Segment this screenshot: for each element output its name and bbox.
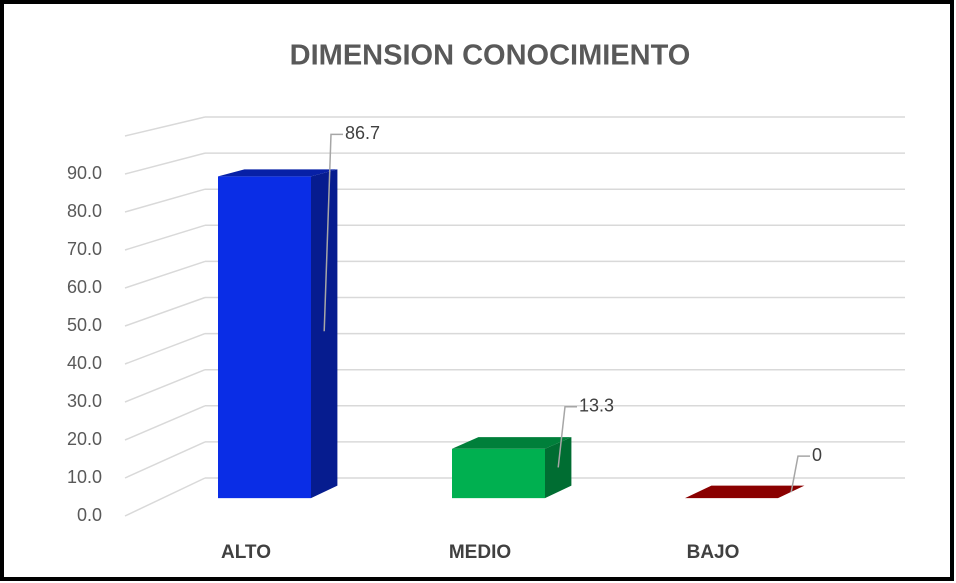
grid-line (124, 152, 206, 175)
bar (452, 437, 572, 499)
y-tick-label: 50.0 (67, 315, 102, 335)
bar-top (218, 169, 338, 177)
bar-front (452, 448, 545, 499)
leader-line (557, 406, 577, 468)
y-tick-label: 20.0 (67, 429, 102, 449)
leader-line (790, 455, 810, 493)
chart-title: DIMENSION CONOCIMIENTO (290, 40, 691, 72)
x-tick-label: BAJO (687, 542, 740, 563)
x-tick-label: MEDIO (449, 542, 511, 563)
grid-line (124, 224, 206, 251)
bar-side (311, 169, 338, 499)
y-tick-label: 90.0 (67, 163, 102, 183)
grid-line (124, 332, 206, 365)
bar-top (452, 437, 572, 449)
y-tick-label: 60.0 (67, 277, 102, 297)
y-tick-label: 40.0 (67, 353, 102, 373)
bar (685, 485, 805, 499)
y-tick-label: 30.0 (67, 391, 102, 411)
bar-front (218, 176, 311, 499)
y-tick-label: 80.0 (67, 201, 102, 221)
y-tick-label: 70.0 (67, 239, 102, 259)
grid-line (124, 405, 206, 441)
data-label: 0 (812, 445, 822, 465)
grid-line (124, 260, 206, 289)
leader-line (323, 133, 343, 332)
x-tick-label: ALTO (221, 542, 271, 563)
grid-line (124, 477, 206, 517)
bar-side (545, 437, 572, 499)
data-label: 86.7 (345, 123, 380, 143)
grid-line (124, 369, 206, 403)
y-tick-label: 10.0 (67, 467, 102, 487)
y-tick-label: 0.0 (77, 505, 102, 525)
grid-line (124, 296, 206, 327)
grid-line (124, 441, 206, 479)
grid-line (124, 116, 206, 137)
grid-line (124, 188, 206, 213)
bar-top (685, 485, 805, 499)
data-label: 13.3 (579, 396, 614, 416)
bar (218, 169, 338, 499)
